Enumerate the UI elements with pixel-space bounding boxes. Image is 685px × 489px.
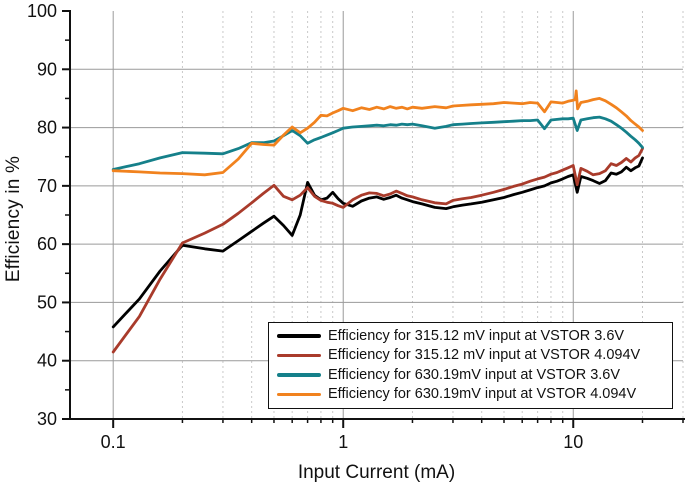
legend-item: Efficiency for 315.12 mV input at VSTOR …: [277, 326, 666, 346]
y-tick-label: 70: [37, 176, 57, 196]
legend-label: Efficiency for 630.19mV input at VSTOR 3…: [328, 366, 621, 383]
x-tick-label: 10: [563, 432, 583, 452]
y-tick-label: 50: [37, 292, 57, 312]
y-tick-label: 30: [37, 409, 57, 429]
y-tick-label: 80: [37, 118, 57, 138]
y-axis-title: Efficiency in %: [3, 155, 24, 283]
legend-item: Efficiency for 630.19mV input at VSTOR 3…: [277, 365, 666, 385]
y-tick-label: 90: [37, 59, 57, 79]
series-line-3: [111, 89, 644, 177]
x-tick-label: 1: [338, 432, 348, 452]
legend-swatch: [277, 373, 321, 377]
x-tick-label: 0.1: [101, 432, 126, 452]
series-line-0: [111, 156, 644, 329]
legend-swatch: [277, 334, 321, 338]
legend-swatch: [277, 392, 321, 396]
legend-item: Efficiency for 315.12 mV input at VSTOR …: [277, 346, 666, 366]
legend-label: Efficiency for 315.12 mV input at VSTOR …: [328, 327, 625, 344]
legend-item: Efficiency for 630.19mV input at VSTOR 4…: [277, 385, 666, 405]
y-tick-label: 100: [27, 1, 57, 21]
legend-swatch: [277, 353, 321, 357]
x-axis-title: Input Current (mA): [297, 462, 456, 483]
y-tick-label: 40: [37, 351, 57, 371]
y-tick-label: 60: [37, 234, 57, 254]
legend-label: Efficiency for 315.12 mV input at VSTOR …: [328, 347, 641, 364]
legend-label: Efficiency for 630.19mV input at VSTOR 4…: [328, 386, 637, 403]
series-line-1: [111, 147, 644, 354]
legend-box: Efficiency for 315.12 mV input at VSTOR …: [268, 322, 673, 409]
